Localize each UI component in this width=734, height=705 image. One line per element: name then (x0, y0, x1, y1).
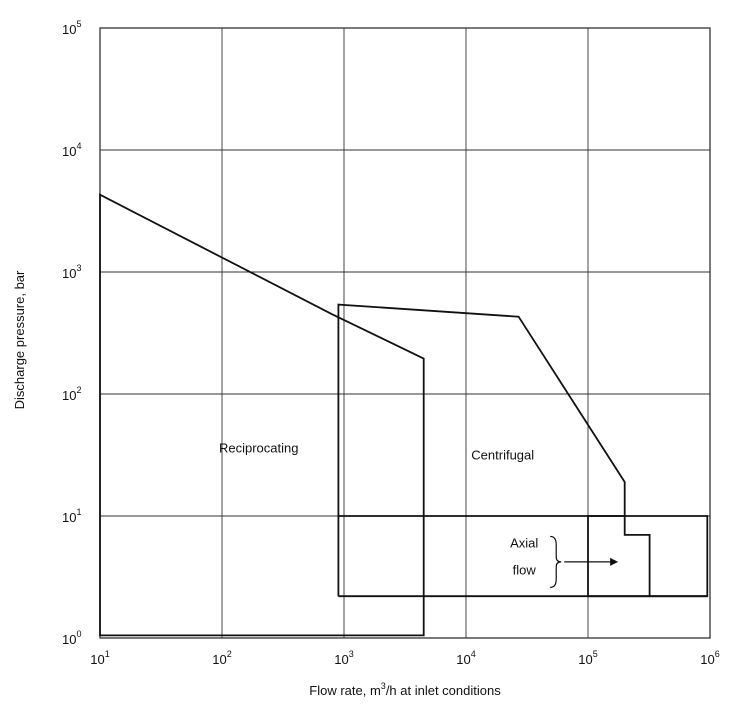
x-tick-label: 101 (90, 649, 109, 667)
y-tick-label: 104 (62, 141, 81, 159)
region-label-reciprocating: Reciprocating (219, 441, 299, 456)
x-tick-label: 104 (456, 649, 475, 667)
axial-flow-step-boundary (623, 516, 651, 597)
region-label-flow: flow (513, 563, 537, 578)
y-tick-label: 100 (62, 629, 81, 647)
region-label-axial: Axial (510, 536, 538, 551)
x-tick-label: 105 (578, 649, 597, 667)
y-tick-label: 102 (62, 385, 81, 403)
x-axis-label: Flow rate, m3/h at inlet conditions (309, 681, 501, 698)
x-tick-label: 106 (700, 649, 719, 667)
regions (99, 193, 709, 637)
axial-flow-brace (550, 535, 562, 588)
y-axis-ticks: 100 101 102 103 104 105 (62, 19, 81, 647)
y-axis-label: Discharge pressure, bar (12, 270, 27, 409)
region-labels: Reciprocating Centrifugal Axial flow (219, 441, 619, 588)
y-tick-label: 101 (62, 507, 81, 525)
x-axis-ticks: 101 102 103 104 105 106 (90, 649, 719, 667)
centrifugal-region (337, 303, 626, 597)
y-tick-label: 103 (62, 263, 81, 281)
y-tick-label: 105 (62, 19, 81, 37)
axial-flow-region (587, 515, 709, 598)
x-tick-label: 102 (212, 649, 231, 667)
region-label-centrifugal: Centrifugal (471, 448, 534, 463)
reciprocating-region (99, 193, 425, 637)
x-tick-label: 103 (334, 649, 353, 667)
grid (99, 27, 711, 639)
plot-frame (99, 27, 711, 639)
axial-flow-arrowhead (610, 557, 619, 566)
